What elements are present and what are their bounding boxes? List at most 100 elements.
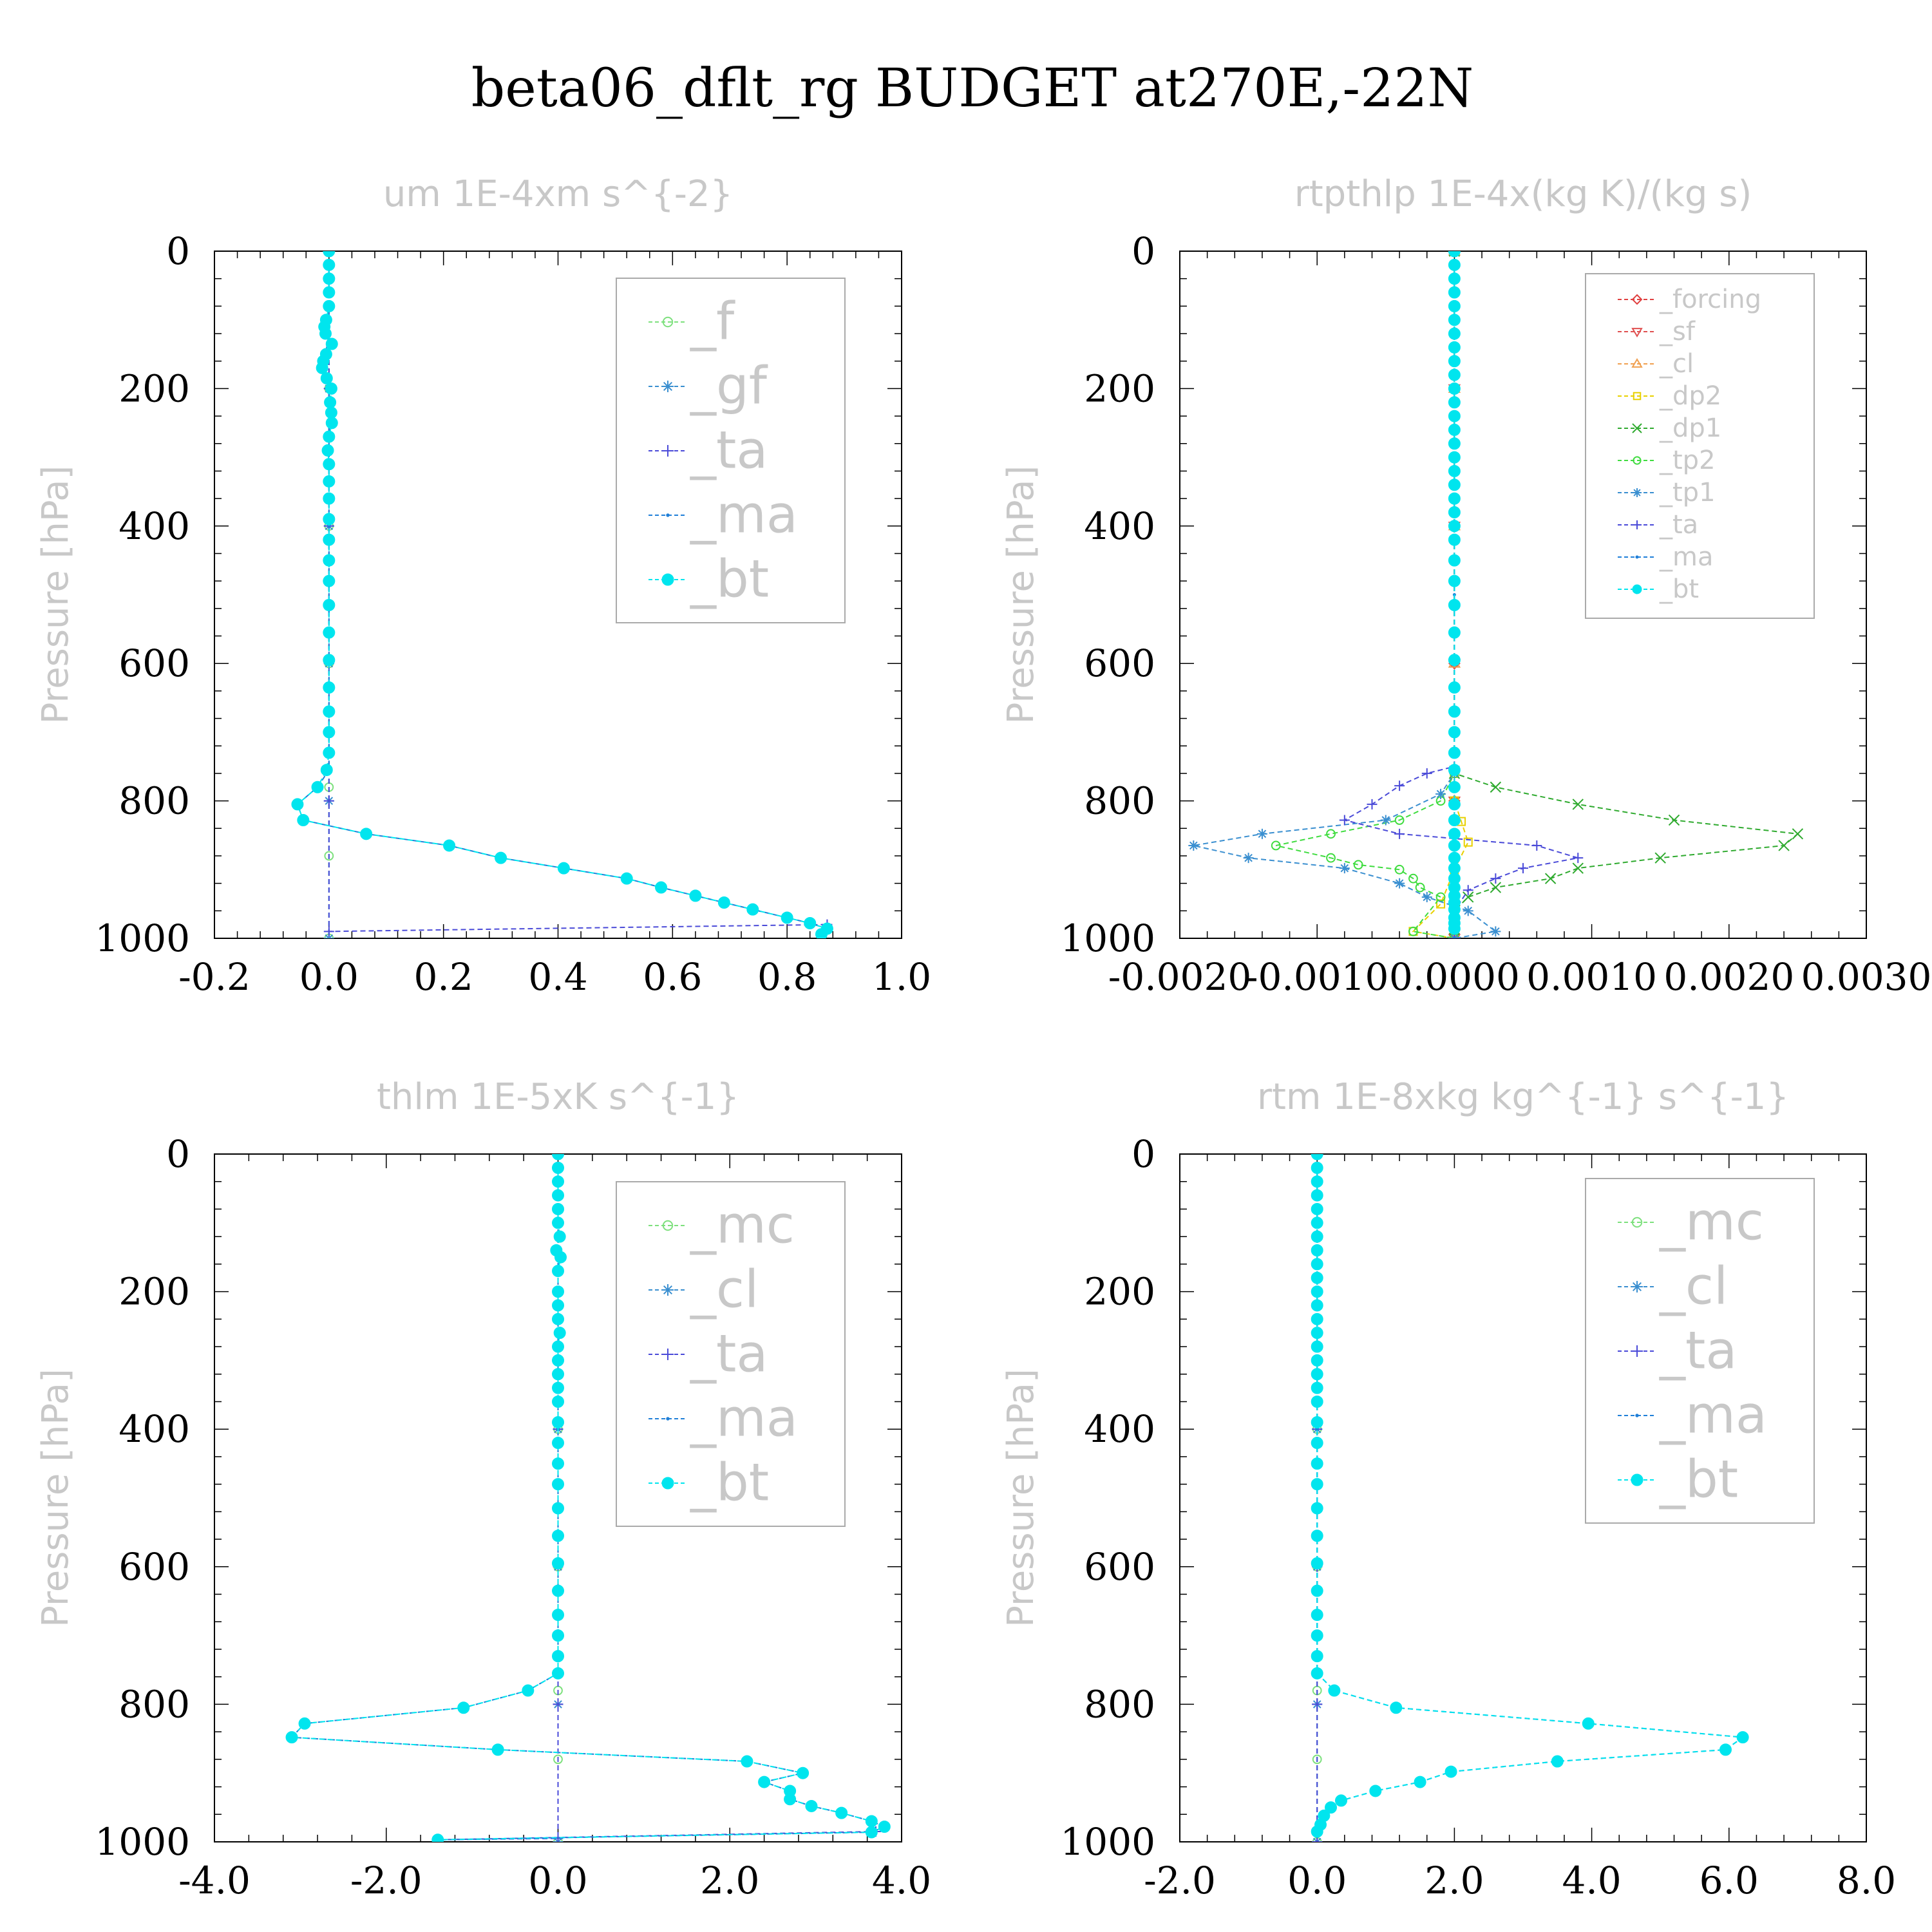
data-point: [323, 299, 336, 312]
data-point: [1448, 746, 1461, 759]
legend-item-f: _f: [649, 291, 735, 351]
legend-item-tp1: _tp1: [1618, 478, 1716, 507]
data-point: [1448, 258, 1461, 271]
legend-label: _cl: [1659, 349, 1694, 379]
data-point: [552, 1557, 564, 1569]
data-point: [1448, 839, 1461, 852]
data-point: [1415, 882, 1425, 893]
data-point: [1339, 863, 1350, 874]
legend: _mc_cl_ta_ma_bt: [616, 1181, 846, 1527]
data-point: [1312, 1699, 1323, 1710]
data-point: [1463, 905, 1473, 916]
series-tp1: [1188, 251, 1501, 938]
figure-title: beta06_dflt_rg BUDGET at270E,-22N: [471, 58, 1473, 119]
data-point: [325, 382, 337, 395]
y-tick-label: 0: [166, 229, 190, 273]
data-point: [1311, 1502, 1323, 1515]
x-tick-label: -2.0: [1144, 1859, 1216, 1902]
data-point: [1408, 926, 1418, 936]
legend-label: _ta: [690, 1323, 768, 1383]
data-point: [1436, 899, 1446, 909]
data-point: [1736, 1731, 1749, 1744]
data-point: [878, 1821, 891, 1833]
data-point: [553, 1230, 566, 1243]
legend-marker: [662, 316, 674, 328]
data-point: [1271, 840, 1281, 851]
data-point: [1448, 851, 1461, 864]
data-point: [1654, 852, 1666, 864]
data-point: [552, 1354, 564, 1367]
legend-label: _f: [690, 291, 735, 351]
data-point: [324, 851, 334, 861]
data-point: [865, 1826, 878, 1839]
data-point: [1326, 829, 1336, 839]
legend-item-tp2: _tp2: [1618, 446, 1716, 475]
data-point: [1390, 1701, 1403, 1714]
data-point: [804, 917, 817, 930]
data-point: [552, 1530, 564, 1542]
data-point: [1367, 799, 1378, 810]
data-point: [553, 1699, 564, 1710]
data-point: [741, 1755, 753, 1768]
data-point: [1408, 873, 1418, 884]
data-point: [1490, 873, 1501, 884]
legend-label: _ma: [1659, 542, 1713, 572]
data-point: [552, 1312, 564, 1325]
series-line: [1454, 251, 1799, 938]
y-axis-label: Pressure [hPa]: [1000, 466, 1042, 724]
legend-item-ma: _ma: [649, 484, 798, 544]
data-point: [1311, 1327, 1323, 1340]
legend-item-dp1: _dp1: [1618, 413, 1721, 443]
y-axis-label: Pressure [hPa]: [35, 466, 77, 724]
data-point: [311, 781, 324, 793]
data-point: [797, 1766, 810, 1779]
data-point: [323, 251, 336, 258]
data-point: [1448, 781, 1461, 793]
legend-item-sf: _sf: [1618, 317, 1696, 346]
data-point: [1311, 1368, 1323, 1381]
legend-box: [616, 278, 846, 623]
data-point: [1448, 396, 1461, 409]
y-tick-label: 0: [1132, 1132, 1155, 1176]
data-point: [323, 458, 336, 471]
panels-group: um 1E-4xm s^{-2} Pressure [hPa] -0.2 0.0 0.2…: [35, 173, 1931, 1902]
legend-label: _bt: [1659, 1449, 1738, 1509]
data-point: [746, 903, 759, 916]
y-tick-label: 600: [1084, 641, 1155, 685]
data-point: [552, 1265, 564, 1278]
x-tick-label: 2.0: [700, 1859, 759, 1902]
legend-marker: [1631, 294, 1643, 305]
data-point: [323, 475, 336, 488]
data-point: [1311, 1244, 1323, 1257]
data-point: [323, 430, 336, 443]
legend-item-gf: _gf: [649, 355, 768, 415]
data-point: [321, 444, 334, 457]
x-tick-label: 0.6: [643, 955, 702, 999]
data-point: [1573, 853, 1584, 864]
data-point: [1311, 1667, 1323, 1680]
data-point: [552, 1340, 564, 1353]
data-point: [553, 1327, 566, 1340]
data-point: [1448, 478, 1461, 491]
data-point: [325, 406, 337, 419]
data-point: [1448, 410, 1461, 422]
y-tick-label: 0: [166, 1132, 190, 1176]
data-point: [552, 1584, 564, 1597]
data-point: [552, 1217, 564, 1229]
data-point: [323, 286, 336, 299]
series-line: [1343, 251, 1578, 938]
data-point: [1311, 1230, 1323, 1243]
legend-marker: [1635, 555, 1639, 559]
data-point: [1311, 1202, 1323, 1215]
legend-box: [1585, 273, 1815, 619]
legend: _mc_cl_ta_ma_bt: [1585, 1178, 1815, 1524]
data-point: [1394, 781, 1405, 791]
y-tick-label: 800: [1084, 779, 1155, 823]
data-point: [1463, 837, 1473, 847]
legend-marker: [662, 1220, 674, 1231]
data-point: [323, 926, 334, 937]
series-bt: [285, 1154, 891, 1842]
data-point: [552, 1416, 564, 1429]
data-point: [1448, 437, 1461, 450]
